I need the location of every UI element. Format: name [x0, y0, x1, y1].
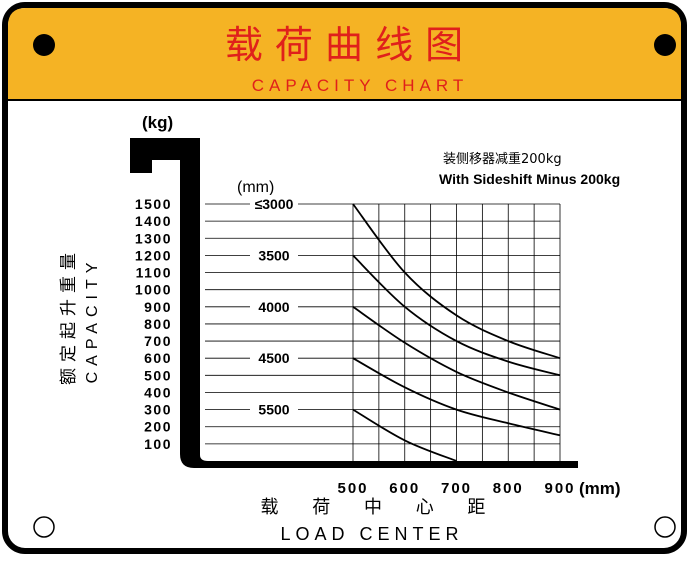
y-tick-label-1400: 1400	[135, 213, 172, 229]
y-tick-label-400: 400	[144, 384, 172, 400]
mounting-hole-top-right	[654, 34, 676, 56]
title-en: CAPACITY CHART	[252, 76, 468, 95]
y-tick-label-1200: 1200	[135, 247, 172, 263]
x-tick-label-900: 900	[544, 480, 575, 497]
y-unit-label: (kg)	[142, 113, 173, 132]
series-label-bg-3	[250, 349, 298, 368]
series-label-bg-1	[250, 246, 298, 265]
bottom-label-cn: 载 荷 中 心 距	[261, 497, 500, 518]
sideshift-note-cn: 装侧移器减重200kg	[443, 151, 562, 167]
header-band	[8, 8, 681, 100]
title-cn: 载 荷 曲 线 图	[225, 23, 463, 67]
x-unit-label: (mm)	[579, 479, 621, 498]
y-tick-label-1500: 1500	[135, 196, 172, 212]
capacity-curve-3	[352, 357, 561, 437]
capacity-curves	[352, 203, 561, 462]
height-unit-label: (mm)	[237, 179, 274, 196]
series-label-1: 3500	[258, 247, 289, 263]
series-label-3: 4500	[258, 350, 289, 366]
mounting-hole-top-left	[33, 34, 55, 56]
y-tick-labels: 1002003004005006007008009001000110012001…	[135, 196, 172, 452]
y-tick-label-1000: 1000	[135, 282, 172, 298]
y-tick-label-200: 200	[144, 419, 172, 435]
side-label-en: CAPACITY	[84, 257, 101, 384]
capacity-curve-4	[352, 408, 457, 462]
series-label-bg-0	[250, 195, 298, 213]
y-tick-label-300: 300	[144, 402, 172, 418]
x-tick-labels: 500 600 700 800 900	[337, 480, 575, 497]
mounting-hole-bottom-right	[654, 516, 676, 538]
x-tick-label-800: 800	[493, 480, 524, 497]
y-tick-label-1300: 1300	[135, 230, 172, 246]
capacity-curve-2	[352, 306, 561, 411]
side-label-cn: 额定起升重量	[59, 247, 79, 385]
y-tick-label-800: 800	[144, 316, 172, 332]
series-label-bg-4	[250, 400, 298, 419]
series-label-0: ≤3000	[255, 196, 294, 212]
y-tick-label-100: 100	[144, 436, 172, 452]
bottom-label-en: LOAD CENTER	[280, 524, 463, 544]
capacity-curve-0	[352, 203, 561, 360]
series-labels: ≤3000 3500 4000 4500 5500	[250, 195, 298, 419]
y-tick-label-500: 500	[144, 367, 172, 383]
series-label-4: 5500	[258, 402, 289, 418]
series-label-2: 4000	[258, 299, 289, 315]
y-tick-label-700: 700	[144, 333, 172, 349]
x-tick-label-600: 600	[389, 480, 420, 497]
y-tick-label-600: 600	[144, 350, 172, 366]
y-tick-label-900: 900	[144, 299, 172, 315]
capacity-curve-1	[352, 254, 561, 377]
x-tick-label-700: 700	[441, 480, 472, 497]
series-label-bg-2	[250, 297, 298, 316]
sideshift-note-en: With Sideshift Minus 200kg	[439, 171, 620, 187]
y-tick-label-1100: 1100	[136, 265, 172, 281]
x-tick-label-500: 500	[337, 480, 368, 497]
mounting-hole-bottom-left	[33, 516, 55, 538]
